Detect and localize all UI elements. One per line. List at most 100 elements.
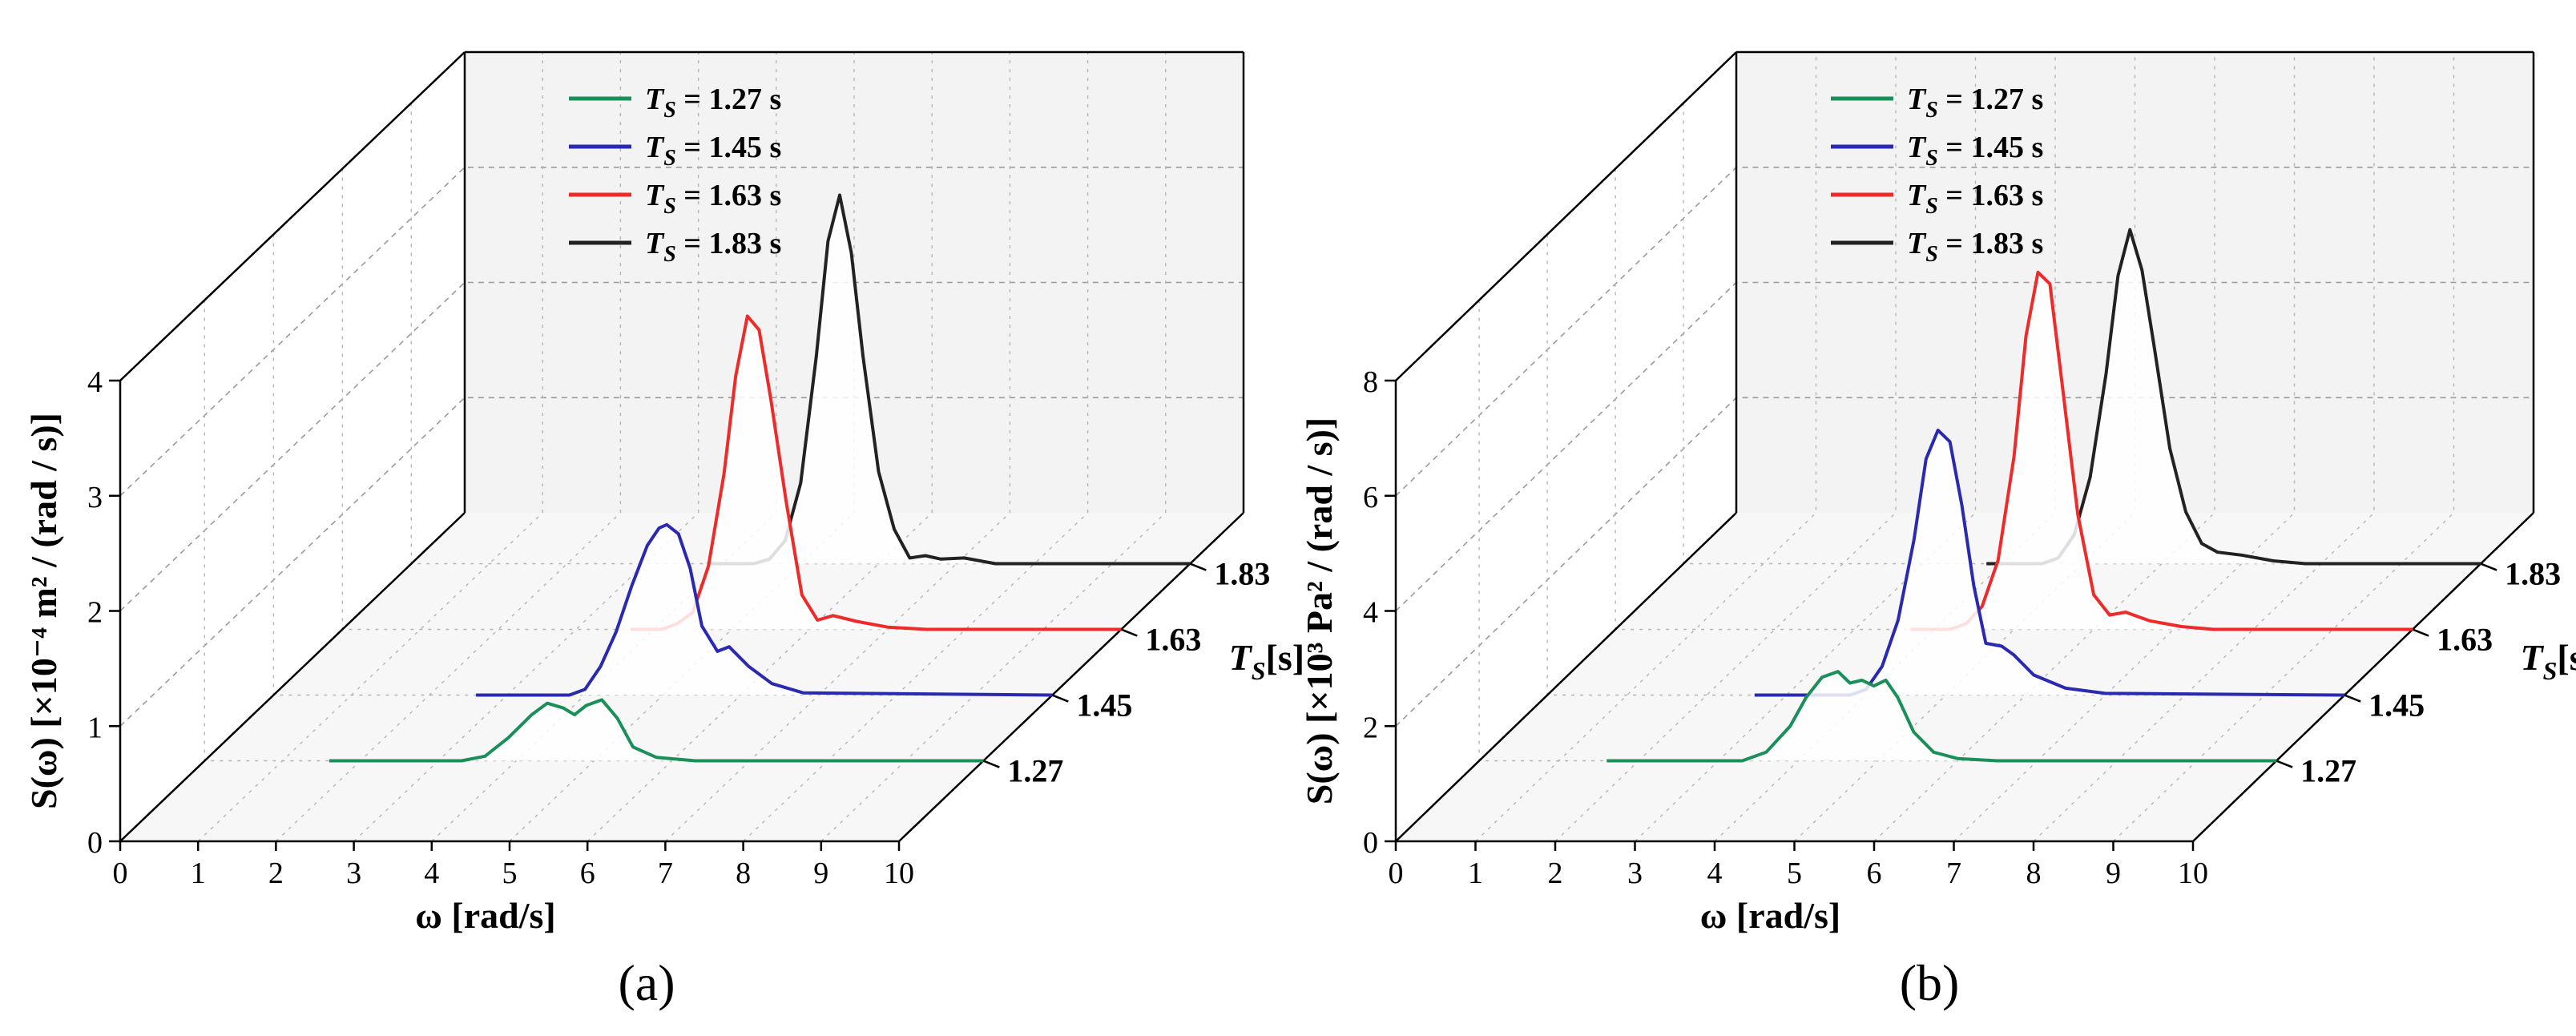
- legend-var: T: [645, 83, 665, 116]
- series-1.27: [1606, 670, 2277, 763]
- x-axis-label: ω [rad/s]: [415, 895, 555, 936]
- series-fill: [476, 524, 1053, 695]
- legend-value: = 1.45 s: [676, 131, 781, 164]
- legend-sub: S: [1925, 242, 1938, 267]
- series-fill: [631, 316, 1122, 630]
- x-tick-label: 7: [1946, 857, 1961, 890]
- y-gridline: [119, 281, 1244, 612]
- x-tick-label: 8: [2026, 857, 2042, 890]
- legend-sub: S: [1925, 146, 1938, 171]
- legend-sub: S: [1925, 98, 1938, 123]
- z-tick-label: 1.63: [1145, 622, 1201, 658]
- y-tick-label: 2: [1363, 711, 1378, 744]
- y-axis-label: S(ω) [×10⁻⁴ m² / (rad / s)]: [23, 413, 64, 809]
- z-axis-label-sub: S: [2543, 656, 2558, 685]
- y-tick-label: 4: [87, 365, 103, 399]
- legend-label: TS = 1.45 s: [1907, 131, 2043, 171]
- panel-caption: (b): [1900, 954, 1960, 1011]
- legend-var: T: [1907, 179, 1927, 212]
- series-1.45: [476, 522, 1053, 697]
- series-1.45: [1754, 428, 2345, 697]
- legend-value: = 1.27 s: [676, 83, 781, 116]
- x-tick-label: 3: [1627, 857, 1643, 890]
- x-tick-label: 2: [1548, 857, 1563, 890]
- axis-edge: [898, 512, 1244, 842]
- z-tick: [1189, 562, 1207, 571]
- series-fill: [1986, 229, 2481, 564]
- z-tick: [982, 760, 1000, 768]
- x-gridline: [743, 52, 1089, 842]
- y-tick-label: 4: [1363, 596, 1378, 630]
- legend-value: = 1.45 s: [1938, 131, 2043, 164]
- legend-value: = 1.63 s: [676, 179, 781, 212]
- z-axis-label-main: T: [2521, 637, 2545, 678]
- series-line: [1754, 428, 2345, 697]
- x-axis-label: ω [rad/s]: [1700, 895, 1840, 936]
- x-tick-label: 4: [424, 857, 439, 890]
- z-tick-label: 1.27: [1007, 753, 1063, 789]
- z-tick: [2276, 760, 2293, 768]
- x-tick-label: 1: [191, 857, 206, 890]
- x-gridline: [275, 52, 622, 842]
- x-gridline: [587, 52, 933, 842]
- x-tick-label: 9: [813, 857, 828, 890]
- z-axis-label: TS[s]: [2521, 637, 2576, 685]
- z-tick: [2480, 562, 2497, 571]
- x-tick-label: 9: [2106, 857, 2121, 890]
- x-gridline: [820, 52, 1167, 842]
- series-1.27: [329, 698, 984, 763]
- legend-var: T: [645, 179, 665, 212]
- y-gridline: [119, 397, 1244, 727]
- x-tick-label: 0: [1389, 857, 1404, 890]
- y-tick-label: 3: [87, 481, 103, 514]
- axis-edge: [1395, 512, 1737, 842]
- x-tick-label: 6: [1867, 857, 1882, 890]
- x-gridline: [664, 52, 1011, 842]
- legend-sub: S: [663, 194, 676, 219]
- legend-label: TS = 1.27 s: [1907, 83, 2043, 123]
- legend-label: TS = 1.45 s: [645, 131, 781, 171]
- series-fill: [1754, 429, 2345, 695]
- z-axis-label-sub: S: [1252, 656, 1266, 685]
- legend-var: T: [1907, 83, 1927, 116]
- y-tick-label: 0: [87, 826, 103, 860]
- x-tick-label: 6: [580, 857, 595, 890]
- y-tick-label: 0: [1363, 826, 1378, 860]
- z-tick-label: 1.83: [1214, 556, 1270, 592]
- x-tick-label: 5: [502, 857, 518, 890]
- y-tick-label: 1: [87, 711, 103, 744]
- legend-sub: S: [663, 242, 676, 267]
- legend-sub: S: [663, 98, 676, 123]
- z-tick-label: 1.45: [1076, 687, 1132, 724]
- series-line: [1606, 670, 2277, 763]
- z-tick: [1051, 694, 1069, 703]
- legend-label: TS = 1.27 s: [645, 83, 781, 123]
- x-tick-label: 5: [1787, 857, 1802, 890]
- legend-label: TS = 1.63 s: [645, 179, 781, 219]
- legend-value: = 1.83 s: [676, 227, 781, 260]
- x-tick-label: 10: [884, 857, 914, 890]
- z-axis-label: TS[s]: [1229, 637, 1304, 685]
- x-gridline: [197, 52, 543, 842]
- z-tick-label: 1.45: [2368, 687, 2425, 724]
- z-tick-label: 1.27: [2300, 753, 2356, 789]
- legend-value: = 1.63 s: [1938, 179, 2043, 212]
- series-line: [329, 698, 984, 763]
- x-tick-label: 4: [1707, 857, 1723, 890]
- legend-var: T: [1907, 131, 1927, 164]
- legend-sub: S: [1925, 194, 1938, 219]
- y-gridline: [119, 167, 1244, 497]
- panel-b: 0 1 2 3 4 5 6 7 8 9 10 ω [rad/s] 0 2 4 6 8 S(ω) [×10³ Pa²…: [1299, 50, 2576, 1011]
- z-axis-label-suffix: [s]: [2557, 637, 2576, 678]
- y-tick-label: 2: [87, 596, 103, 630]
- series-fill: [707, 195, 1191, 564]
- x-tick-label: 3: [346, 857, 361, 890]
- series-line: [476, 522, 1053, 697]
- legend-var: T: [1907, 227, 1927, 260]
- x-tick-label: 0: [113, 857, 128, 890]
- legend-value: = 1.27 s: [1938, 83, 2043, 116]
- legend-label: TS = 1.83 s: [645, 227, 781, 267]
- panel-a: 0 1 2 3 4 5 6 7 8 9 10 ω [rad/s] 0 1 2 3 4 S(ω) [×10⁻⁴ m²…: [23, 50, 1304, 1011]
- z-tick-label: 1.63: [2437, 622, 2493, 658]
